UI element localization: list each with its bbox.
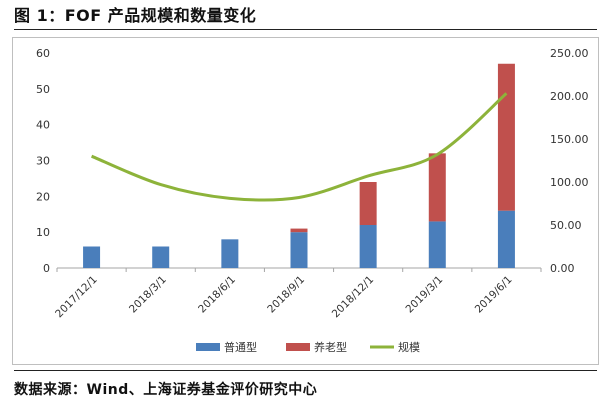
y-right-tick-label: 250.00	[550, 47, 589, 60]
y-left-tick-label: 10	[36, 226, 50, 239]
x-tick-label: 2019/6/1	[473, 274, 515, 316]
y-right-tick-label: 50.00	[550, 219, 582, 232]
bar-regular	[83, 246, 101, 268]
legend-regular-label: 普通型	[224, 340, 257, 354]
data-source: 数据来源：Wind、上海证券基金评价研究中心	[14, 382, 318, 398]
y-left-tick-label: 0	[43, 262, 50, 275]
x-tick-label: 2018/6/1	[196, 274, 238, 316]
x-tick-label: 2018/12/1	[330, 274, 377, 321]
y-right-tick-label: 0.00	[550, 262, 575, 275]
y-left-tick-label: 40	[36, 119, 50, 132]
x-tick-label: 2017/12/1	[53, 274, 100, 321]
y-left-tick-label: 30	[36, 155, 50, 168]
source-rule	[14, 370, 597, 371]
x-tick-label: 2018/3/1	[127, 274, 169, 316]
bar-pension	[359, 182, 377, 225]
y-left-tick-label: 50	[36, 83, 50, 96]
legend-regular-swatch	[196, 343, 220, 351]
y-left-tick-label: 20	[36, 190, 50, 203]
bar-regular	[428, 221, 446, 268]
legend-pension-label: 养老型	[314, 340, 347, 354]
chart-frame	[12, 37, 599, 365]
title-rule	[14, 29, 597, 30]
bar-pension	[497, 63, 515, 211]
legend-pension-swatch	[286, 343, 310, 351]
y-right-tick-label: 100.00	[550, 176, 589, 189]
bars	[83, 63, 515, 268]
bar-regular	[359, 225, 377, 268]
legend: 普通型 养老型 规模	[196, 340, 420, 354]
y-right-tick-label: 150.00	[550, 133, 589, 146]
x-tick-label: 2019/3/1	[404, 274, 446, 316]
bar-pension	[290, 228, 308, 233]
legend-scale-label: 规模	[398, 340, 420, 354]
bar-regular	[290, 232, 308, 268]
bar-regular	[221, 239, 239, 268]
y-left-tick-label: 60	[36, 47, 50, 60]
bar-regular	[152, 246, 170, 268]
bar-regular	[497, 210, 515, 268]
scale-line	[91, 92, 508, 202]
y-right-tick-label: 200.00	[550, 90, 589, 103]
figure-title: 图 1：FOF 产品规模和数量变化	[14, 6, 257, 25]
bar-pension	[428, 153, 446, 222]
x-tick-label: 2018/9/1	[265, 274, 307, 316]
